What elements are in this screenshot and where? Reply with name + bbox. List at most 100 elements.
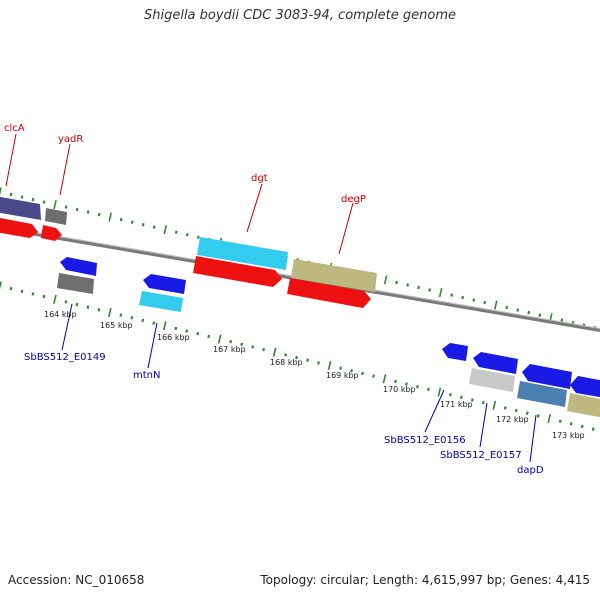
label-leader-lines (5, 133, 537, 463)
inner-minor-tick (130, 316, 134, 320)
label-dapD: dapD (517, 465, 544, 476)
inner-minor-tick (339, 366, 342, 370)
gene-dgt-block[interactable] (197, 237, 288, 270)
kbp-label-168: 168 kbp (270, 358, 303, 367)
outer-minor-tick (395, 280, 399, 285)
gene-degP-block[interactable] (291, 259, 377, 292)
inner-minor-tick (207, 334, 211, 339)
label-SbBS512_E0156: SbBS512_E0156 (384, 435, 466, 446)
cds-E0149-arrow[interactable] (60, 257, 97, 276)
inner-major-tick (272, 347, 277, 357)
inner-minor-tick (591, 427, 595, 431)
label-mtnN: mtnN (133, 370, 160, 381)
outer-minor-tick (196, 235, 200, 239)
outer-major-tick (383, 275, 388, 285)
kbp-label-171: 171 kbp (440, 400, 473, 409)
inner-minor-tick (481, 400, 485, 405)
outer-major-tick (53, 199, 57, 210)
inner-minor-tick (64, 300, 68, 304)
outer-minor-tick (483, 300, 487, 305)
inner-minor-tick (536, 414, 540, 418)
inner-major-tick (0, 281, 2, 290)
leader-dgt (246, 183, 263, 233)
outer-minor-tick (20, 195, 24, 199)
gene-SbBS512_E0149-block[interactable] (57, 273, 94, 294)
outer-minor-tick (505, 305, 509, 310)
inner-major-tick (437, 387, 442, 397)
kbp-label-165: 165 kbp (100, 321, 133, 330)
outer-minor-tick (472, 298, 476, 302)
inner-major-tick (547, 413, 552, 424)
inner-minor-tick (459, 395, 463, 400)
inner-minor-tick (558, 419, 562, 423)
cds-E0156-arrow[interactable] (442, 343, 468, 361)
inner-minor-tick (361, 371, 364, 376)
kbp-label-169: 169 kbp (326, 371, 359, 380)
label-degP: degP (341, 194, 366, 205)
gene-yadR-block[interactable] (45, 208, 67, 225)
outer-major-tick (163, 225, 168, 235)
inner-minor-tick (503, 406, 507, 410)
gene-SbBS512_E0157-block[interactable] (469, 368, 515, 392)
inner-minor-tick (415, 385, 419, 389)
gene-clcA-block[interactable] (0, 196, 41, 220)
gene-edge-block[interactable] (567, 393, 600, 418)
outer-minor-tick (119, 217, 123, 222)
leader-clcA (5, 133, 17, 187)
outer-minor-tick (31, 197, 35, 202)
cds-yadR-arrow[interactable] (41, 225, 62, 241)
forward-gene-features (0, 196, 377, 308)
inner-minor-tick (284, 353, 288, 357)
outer-minor-tick (527, 310, 531, 315)
inner-tick-track (0, 281, 595, 431)
outer-minor-tick (42, 200, 46, 204)
inner-minor-tick (185, 329, 189, 333)
inner-minor-tick (448, 392, 452, 397)
outer-minor-tick (560, 318, 564, 322)
kbp-label-173: 173 kbp (552, 431, 585, 440)
inner-minor-tick (514, 408, 518, 413)
outer-minor-tick (516, 308, 520, 312)
cds-edge-arrow[interactable] (570, 376, 600, 398)
inner-minor-tick (569, 422, 573, 426)
inner-minor-tick (525, 411, 529, 415)
cds-degP-arrow[interactable] (287, 278, 371, 308)
inner-minor-tick (580, 424, 584, 429)
gene-labels: clcA yadR dgt degP SbBS512_E0149 mtnN Sb… (4, 123, 544, 476)
outer-tick-track (0, 187, 597, 330)
leader-E0149 (61, 303, 73, 351)
cds-mtnN-arrow[interactable] (143, 274, 186, 294)
cds-dgt-arrow[interactable] (193, 256, 282, 287)
outer-minor-tick (450, 293, 454, 297)
outer-major-tick (438, 287, 443, 298)
outer-minor-tick (538, 313, 542, 317)
inner-major-tick (492, 400, 497, 410)
outer-major-tick (0, 187, 2, 196)
label-clcA: clcA (4, 123, 25, 134)
leader-mtnN (147, 322, 158, 369)
inner-minor-tick (306, 358, 309, 362)
inner-minor-tick (262, 347, 266, 352)
cds-dapD-arrow[interactable] (522, 364, 572, 389)
inner-minor-tick (196, 331, 200, 336)
inner-minor-tick (75, 302, 79, 307)
label-yadR: yadR (58, 134, 83, 145)
map-title: Shigella boydii CDC 3083-94, complete ge… (143, 8, 457, 23)
outer-minor-tick (417, 285, 421, 290)
cds-clcA-arrow[interactable] (0, 217, 38, 238)
gene-dapD-block[interactable] (517, 381, 567, 407)
label-dgt: dgt (251, 173, 268, 184)
cds-E0157-arrow[interactable] (473, 352, 518, 374)
gene-mtnN-block[interactable] (139, 291, 183, 312)
outer-minor-tick (174, 230, 178, 234)
outer-major-tick (493, 300, 498, 310)
inner-minor-tick (97, 308, 101, 312)
leader-dapD (529, 414, 537, 463)
label-SbBS512_E0157: SbBS512_E0157 (440, 450, 522, 461)
inner-minor-tick (426, 387, 430, 392)
reverse-gene-features (57, 257, 600, 418)
inner-minor-tick (394, 379, 397, 384)
outer-minor-tick (152, 225, 156, 229)
accession-text: Accession: NC_010658 (8, 573, 145, 587)
